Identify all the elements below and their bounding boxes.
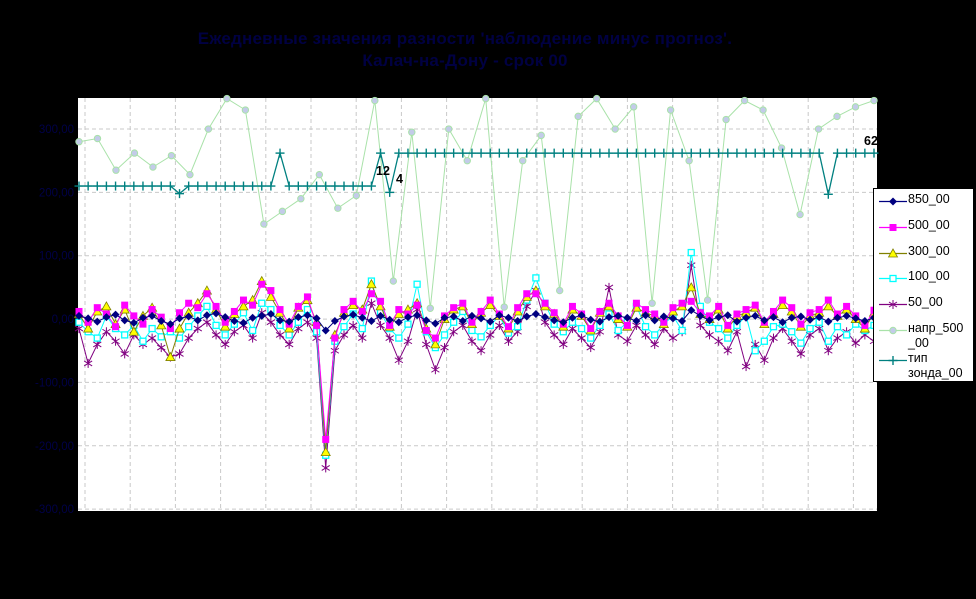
legend-label: напр_500 _00 (908, 320, 964, 350)
legend-marker-open-square-icon (879, 275, 907, 283)
legend-label: 300_00 (908, 243, 950, 258)
legend-marker-diamond-icon (879, 197, 907, 206)
y-tick-label: 100,00 (39, 251, 74, 263)
chart-title: Ежедневные значения разности 'наблюдение… (0, 28, 930, 72)
y-tick-label: -200,00 (35, 441, 74, 453)
data-labels: 12 4 62 (376, 134, 878, 186)
legend[interactable]: 850_00 500_00 300_00 100_00 50_00 напр_500 _00… (873, 188, 974, 382)
chart-title-line1: Ежедневные значения разности 'наблюдение… (197, 29, 733, 48)
legend-item-500_00[interactable]: 500_00 (878, 218, 973, 244)
y-tick-label: -300,00 (35, 504, 74, 516)
series-100_00 (75, 248, 878, 459)
legend-item-300_00[interactable]: 300_00 (878, 244, 973, 270)
chart-title-line2: Калач-на-Дону - срок 00 (362, 51, 568, 70)
y-axis-labels: 300,00 200,00 100,00 0,00 -100,00 -200,00 -300… (35, 124, 74, 516)
y-tick-label: -100,00 (35, 377, 74, 389)
legend-label: 50_00 (908, 295, 943, 310)
legend-item-100_00[interactable]: 100_00 (878, 269, 973, 295)
series-напр_500_00 (75, 94, 878, 313)
legend-item-50_00[interactable]: 50_00 (878, 295, 973, 321)
legend-label: 500_00 (908, 217, 950, 232)
legend-label: тип зонда_00 (908, 350, 963, 380)
series-850_00 (75, 306, 878, 335)
y-tick-label: 300,00 (39, 124, 74, 136)
legend-item-850_00[interactable]: 850_00 (878, 192, 973, 218)
y-tick-label: 0,00 (52, 314, 74, 326)
legend-label: 850_00 (908, 192, 950, 206)
legend-marker-triangle-icon (879, 247, 907, 257)
data-label: 62 (864, 134, 878, 148)
legend-marker-square-icon (879, 223, 907, 231)
y-tick-label: 200,00 (39, 187, 74, 199)
legend-label: 100_00 (908, 269, 950, 284)
legend-marker-asterisk-icon (879, 300, 907, 310)
legend-item-напр_500_00[interactable]: напр_500 _00 (878, 321, 973, 351)
series-тип зонда_00 (74, 148, 879, 199)
data-label: 4 (396, 172, 403, 186)
data-label: 12 (376, 164, 390, 178)
legend-marker-dot-icon (879, 326, 907, 335)
plot-area[interactable] (78, 98, 877, 511)
gridlines (78, 98, 877, 511)
legend-item-тип зонда_00[interactable]: тип зонда_00 (878, 351, 973, 381)
legend-marker-plus-icon (879, 355, 907, 365)
